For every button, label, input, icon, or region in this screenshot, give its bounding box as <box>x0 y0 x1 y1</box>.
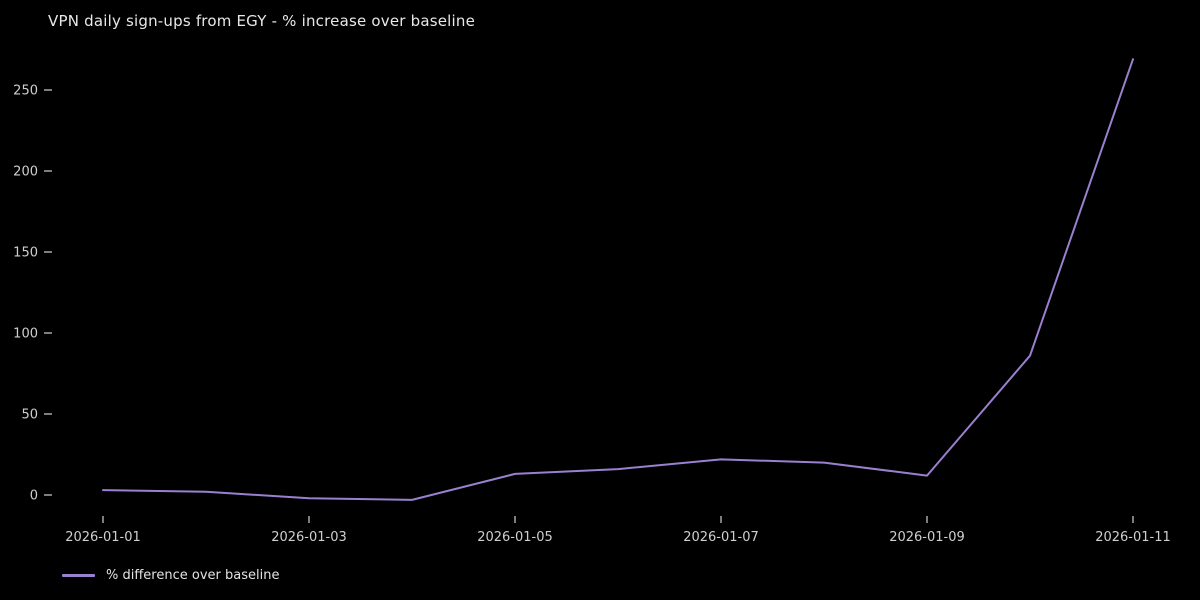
chart-title: VPN daily sign-ups from EGY - % increase… <box>48 12 476 30</box>
x-tick-label: 2026-01-05 <box>477 530 553 545</box>
legend-label: % difference over baseline <box>106 568 280 583</box>
x-tick-label: 2026-01-09 <box>889 530 965 545</box>
legend-line-swatch <box>62 574 95 577</box>
x-tick-label: 2026-01-03 <box>271 530 347 545</box>
y-tick-label: 250 <box>13 84 38 99</box>
data-line-series <box>102 58 1134 501</box>
x-tick-label: 2026-01-11 <box>1095 530 1171 545</box>
y-tick-label: 50 <box>21 408 38 423</box>
y-tick-label: 100 <box>13 327 38 342</box>
legend: % difference over baseline <box>62 568 279 583</box>
y-tick-label: 200 <box>13 165 38 180</box>
y-tick-label: 150 <box>13 246 38 261</box>
x-tick-label: 2026-01-07 <box>683 530 759 545</box>
y-tick-label: 0 <box>30 489 38 504</box>
x-tick-label: 2026-01-01 <box>65 530 141 545</box>
